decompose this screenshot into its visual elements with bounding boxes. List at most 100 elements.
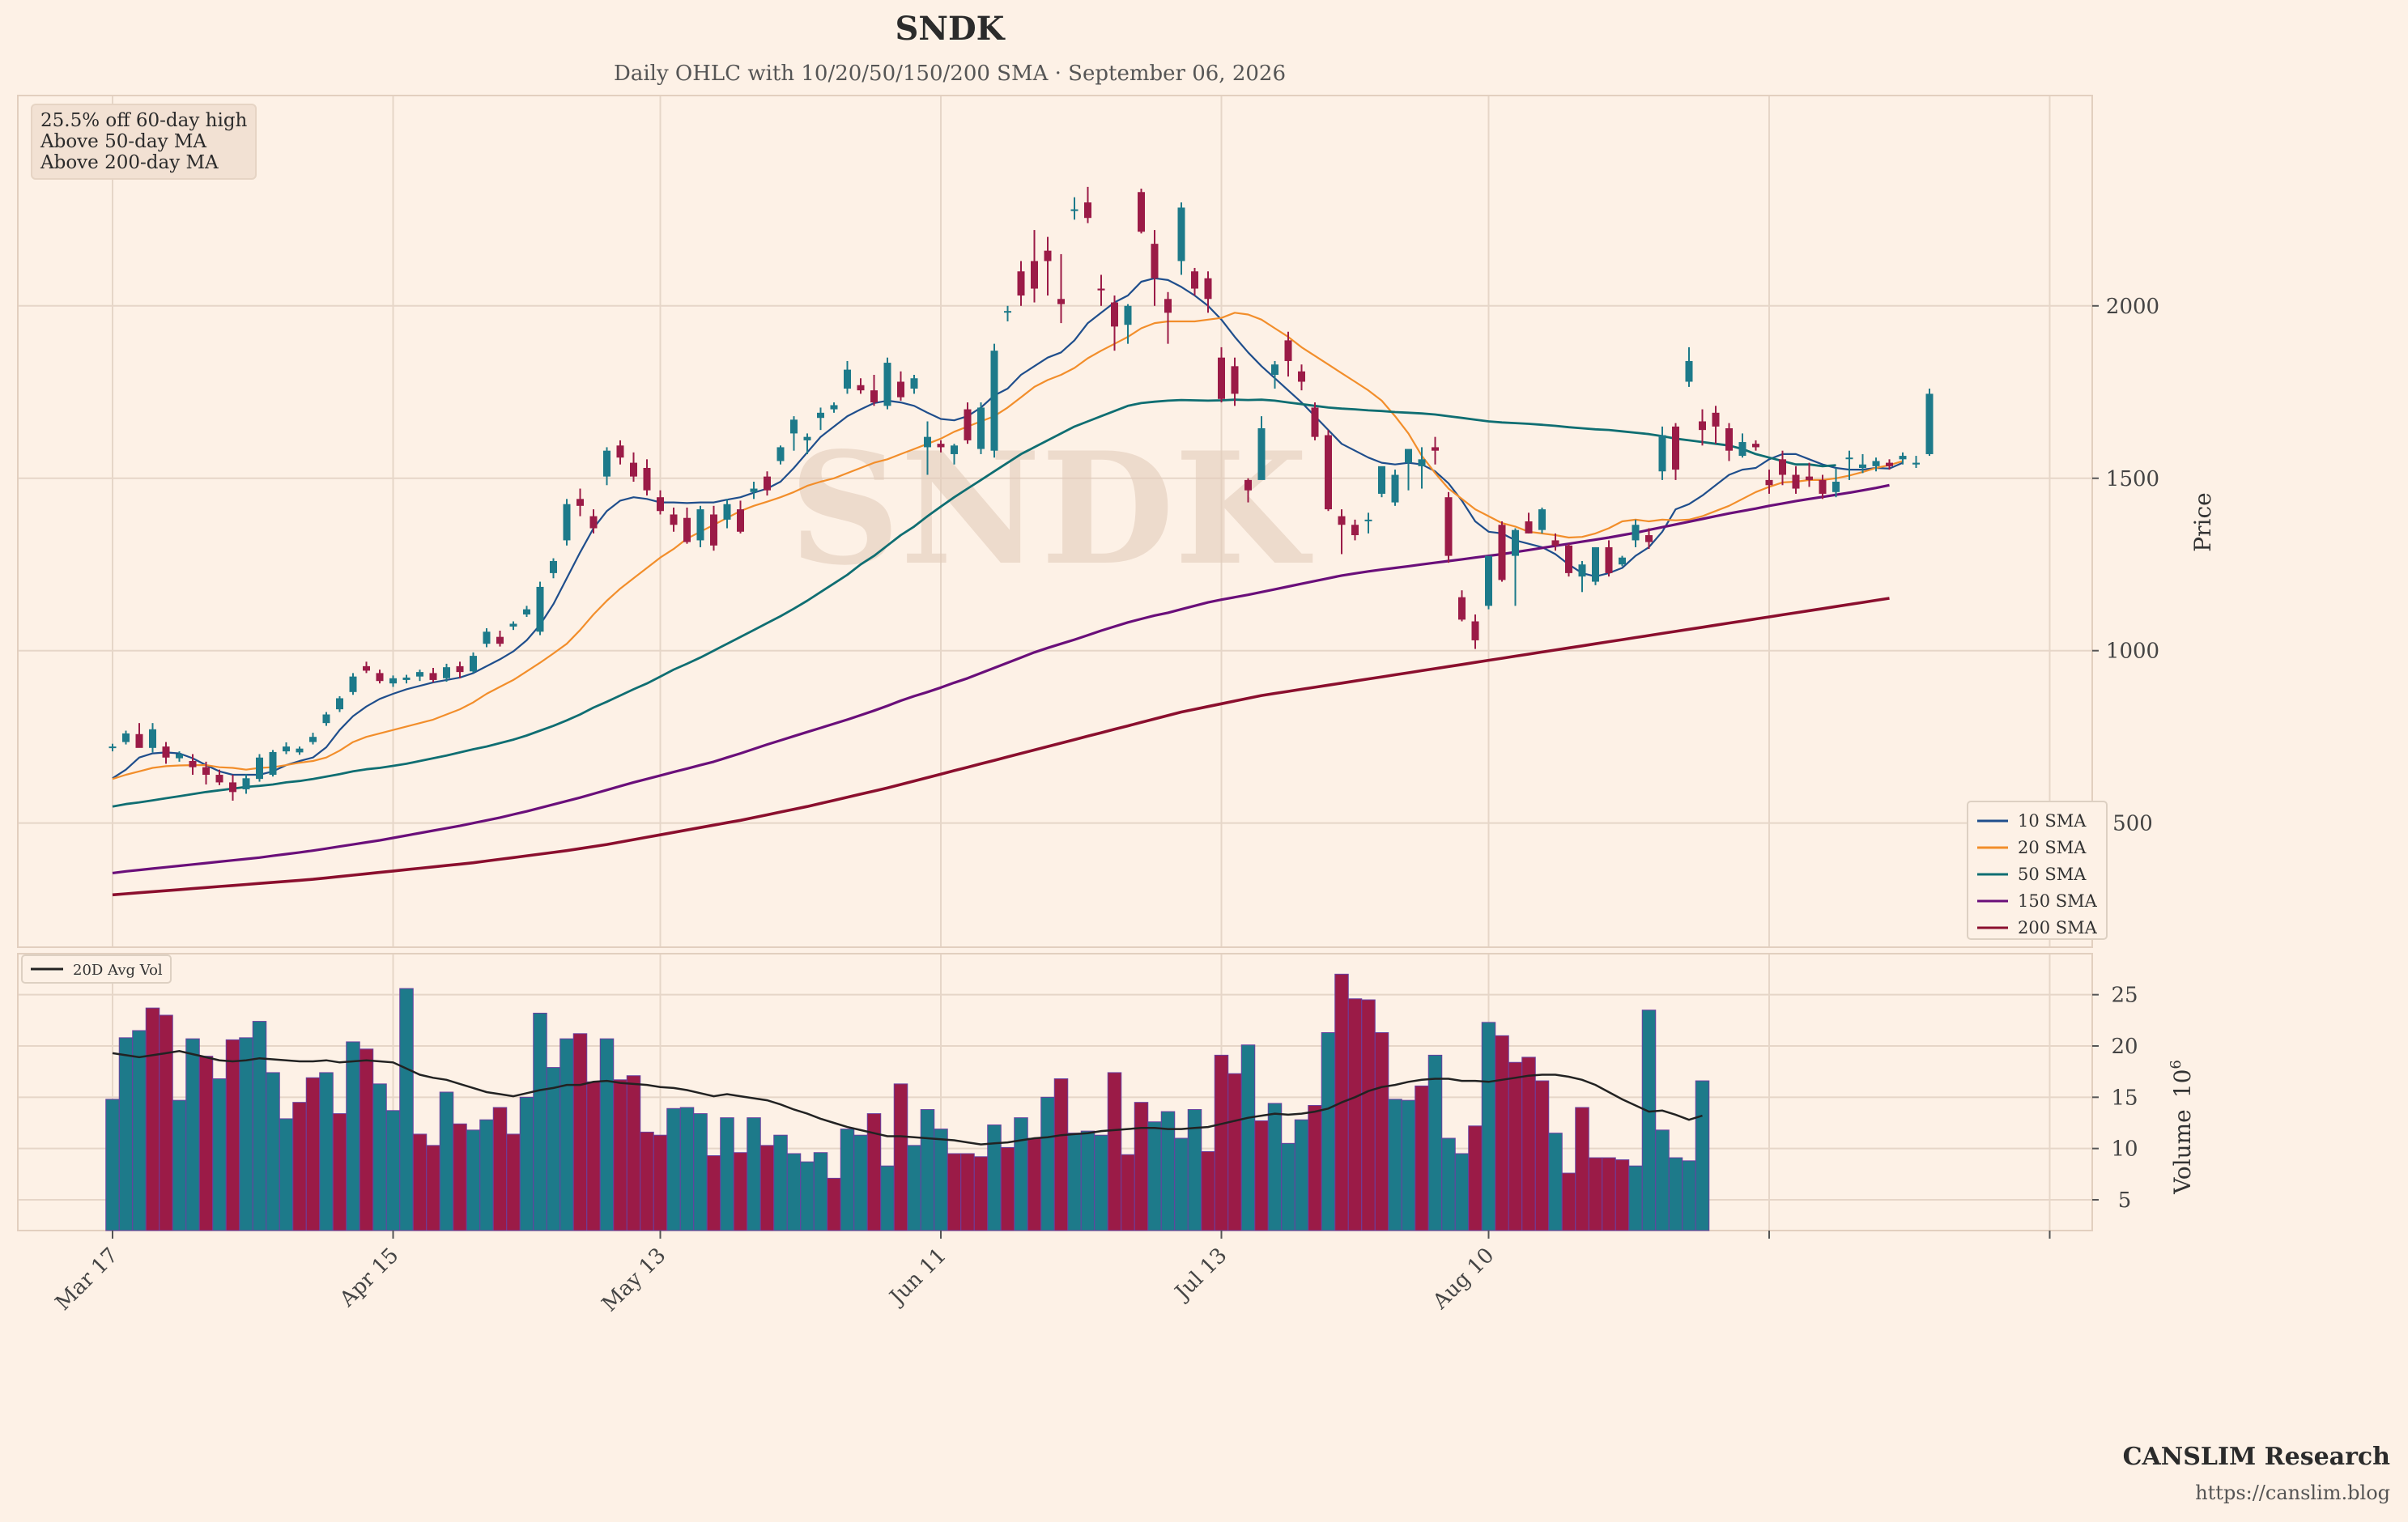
candle: [737, 500, 744, 534]
candle: [576, 488, 584, 517]
candle: [1605, 540, 1613, 577]
volume-axis-exponent-base: 10: [2169, 1069, 2196, 1099]
volume-bar: [1561, 1172, 1576, 1231]
candle: [951, 444, 958, 465]
candle-body: [1405, 449, 1412, 463]
candle-body: [1899, 456, 1907, 460]
candle-body: [1378, 466, 1385, 494]
volume-axis-exponent-power: 6: [2168, 1060, 2185, 1069]
candle-body: [1738, 442, 1746, 457]
candle: [108, 743, 117, 752]
candle-body: [1351, 525, 1359, 536]
candle: [456, 661, 464, 678]
candle: [176, 751, 183, 762]
date-tick-label: Apr 15: [334, 1244, 403, 1312]
candle: [844, 360, 851, 394]
candle-body: [990, 351, 998, 451]
candle: [1819, 474, 1827, 500]
volume-bar: [519, 1096, 534, 1231]
candle: [1752, 440, 1759, 451]
candle: [910, 374, 918, 394]
candle-body: [496, 636, 504, 644]
price-axis-label: Price: [2189, 492, 2216, 551]
volume-bar: [546, 1067, 561, 1231]
candle: [1551, 533, 1559, 551]
volume-bar: [1134, 1102, 1149, 1231]
candle: [1311, 402, 1319, 440]
candle: [1685, 346, 1693, 387]
volume-bar: [893, 1083, 908, 1231]
volume-bar: [679, 1107, 695, 1231]
volume-bar: [1668, 1157, 1683, 1231]
sma-line-20-sma: [112, 312, 1904, 780]
candle: [483, 628, 491, 648]
volume-tick-label: 5: [2118, 1188, 2132, 1213]
candle-body: [1044, 250, 1052, 261]
candle-body: [176, 754, 183, 759]
candle: [1498, 521, 1506, 582]
candle: [1351, 519, 1359, 541]
candle-body: [1645, 535, 1653, 542]
volume-bar: [1267, 1103, 1283, 1231]
candle: [389, 675, 397, 687]
candle: [643, 459, 651, 496]
candle-body: [1806, 476, 1813, 480]
candle: [817, 407, 824, 431]
volume-bar: [1227, 1073, 1242, 1231]
candle-body: [937, 444, 945, 448]
candle: [162, 742, 170, 764]
candle: [1177, 202, 1185, 275]
candle-body: [750, 488, 758, 492]
candle-body: [1191, 271, 1198, 289]
volume-bar: [1441, 1137, 1456, 1231]
candle: [1231, 357, 1239, 406]
status-line-3: Above 200-day MA: [40, 152, 219, 173]
candle: [349, 673, 357, 695]
volume-bar: [1361, 999, 1376, 1231]
candle-body: [683, 517, 691, 542]
candle: [296, 746, 304, 755]
footer-brand: CANSLIM Research: [2122, 1443, 2390, 1471]
candle: [215, 769, 223, 785]
volume-bar: [853, 1134, 868, 1231]
volume-bar: [1240, 1044, 1256, 1231]
candle-body: [189, 761, 197, 767]
candle-body: [1832, 482, 1840, 492]
volume-bar: [385, 1110, 401, 1231]
candle-body: [1218, 357, 1225, 399]
candle: [1004, 305, 1011, 321]
candle-body: [1084, 202, 1091, 219]
candle: [1325, 430, 1332, 512]
candle: [1672, 423, 1679, 480]
candle: [1632, 519, 1640, 547]
candle-body: [803, 436, 811, 440]
candle: [1138, 188, 1145, 234]
legend-label: 150 SMA: [2018, 891, 2098, 911]
candle: [1845, 450, 1853, 480]
date-tick-label: May 13: [598, 1244, 671, 1317]
sma-line-50-sma: [112, 398, 1836, 808]
candle: [1712, 406, 1720, 444]
candle: [603, 447, 611, 486]
candle-body: [670, 514, 678, 525]
volume-bar: [172, 1099, 187, 1231]
volume-bar: [1121, 1154, 1135, 1231]
volume-bar: [786, 1153, 802, 1231]
volume-bar: [1067, 1133, 1082, 1231]
candle-body: [1672, 426, 1679, 470]
candle-body: [1819, 479, 1827, 494]
candle-body: [1257, 428, 1266, 480]
candle: [1084, 186, 1091, 223]
candle: [1832, 467, 1840, 498]
volume-bar: [426, 1145, 440, 1231]
candle-body: [1325, 435, 1332, 510]
candle: [723, 499, 731, 529]
candle-body: [643, 467, 651, 491]
candle-body: [764, 476, 771, 491]
candle: [1471, 614, 1479, 649]
candle: [283, 742, 290, 755]
volume-bar: [1040, 1096, 1055, 1231]
volume-bar: [559, 1038, 574, 1231]
volume-bar: [1053, 1078, 1069, 1231]
candle-body: [924, 436, 931, 448]
